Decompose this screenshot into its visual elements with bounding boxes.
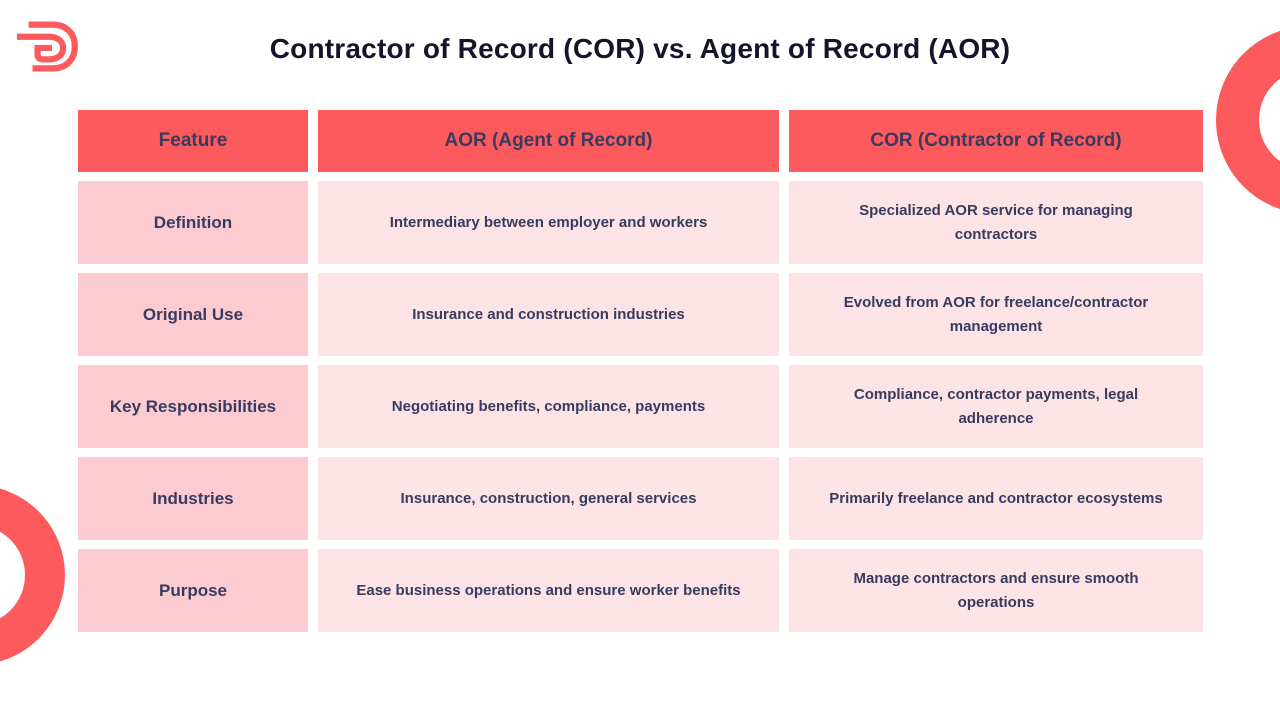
aor-cell: Insurance, construction, general service… [318,457,779,540]
cor-cell: Manage contractors and ensure smooth ope… [789,549,1203,632]
cor-cell: Evolved from AOR for freelance/contracto… [789,273,1203,356]
aor-cell: Insurance and construction industries [318,273,779,356]
aor-cell: Ease business operations and ensure work… [318,549,779,632]
header-cor: COR (Contractor of Record) [789,110,1203,172]
feature-cell: Purpose [78,549,308,632]
page-title: Contractor of Record (COR) vs. Agent of … [269,33,1011,64]
feature-cell: Industries [78,457,308,540]
comparison-table: Feature AOR (Agent of Record) COR (Contr… [78,110,1203,632]
cor-cell: Compliance, contractor payments, legal a… [789,365,1203,448]
header-feature: Feature [78,110,308,172]
feature-cell: Key Responsibilities [78,365,308,448]
donut-ring-bottom-left-icon [0,485,65,665]
feature-cell: Original Use [78,273,308,356]
brand-d-logo-icon [16,18,86,74]
header-aor: AOR (Agent of Record) [318,110,779,172]
feature-cell: Definition [78,181,308,264]
aor-cell: Negotiating benefits, compliance, paymen… [318,365,779,448]
cor-cell: Specialized AOR service for managing con… [789,181,1203,264]
cor-cell: Primarily freelance and contractor ecosy… [789,457,1203,540]
aor-cell: Intermediary between employer and worker… [318,181,779,264]
